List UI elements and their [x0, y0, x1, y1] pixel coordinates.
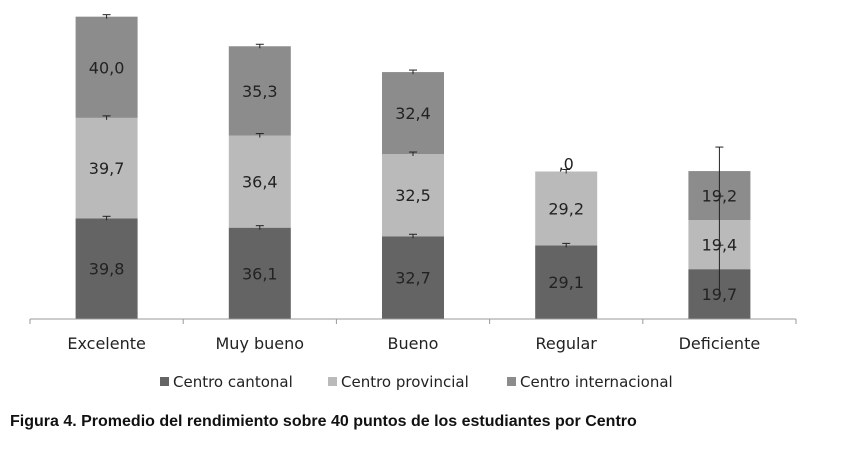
data-label: 32,4	[395, 104, 431, 123]
data-label: ,0	[559, 155, 574, 174]
bar-segment	[228, 135, 291, 228]
data-label: 39,7	[89, 159, 125, 178]
data-label: 36,1	[242, 264, 278, 283]
bar-segment	[382, 72, 444, 155]
data-label: 35,3	[242, 82, 278, 101]
data-label: 32,5	[395, 186, 431, 205]
data-label: 39,8	[89, 260, 125, 279]
data-label: 19,2	[702, 187, 738, 206]
legend-label: Centro internacional	[520, 373, 673, 391]
bar-segment	[382, 236, 444, 319]
data-label: 32,7	[395, 269, 431, 288]
data-label: 40,0	[89, 58, 125, 77]
legend-label: Centro provincial	[341, 373, 469, 391]
stacked-bar-chart: 39,8 39,7 40,0 36,1 36,4 35,3 32,7 32,5 32,4 29,1…	[29, 14, 797, 391]
bar-segment	[228, 46, 291, 136]
data-label: 19,7	[702, 285, 738, 304]
bar-segment	[75, 117, 138, 219]
data-labels-layer: 39,8 39,7 40,0 36,1 36,4 35,3 32,7 32,5 32,4 29,1…	[89, 58, 737, 304]
data-label: 36,4	[242, 173, 278, 192]
legend-swatch	[507, 377, 516, 386]
x-axis: Excelente Muy bueno Bueno Regular Deficiente	[29, 318, 797, 353]
legend-label: Centro cantonal	[173, 373, 293, 391]
data-label: 19,4	[702, 236, 738, 255]
bar-segment	[75, 16, 138, 118]
legend-swatch	[328, 377, 337, 386]
x-tick-label: Bueno	[388, 334, 439, 353]
x-tick-label: Muy bueno	[216, 334, 305, 353]
error-bars-layer	[102, 14, 724, 294]
data-label: 29,2	[548, 199, 584, 218]
data-label: 29,1	[548, 273, 584, 292]
bar-segment	[382, 154, 444, 237]
x-tick-label: Excelente	[67, 334, 145, 353]
bar-segment	[535, 171, 598, 246]
x-tick-label: Deficiente	[679, 334, 761, 353]
legend-swatch	[160, 377, 169, 386]
legend: Centro cantonal Centro provincial Centro i…	[160, 373, 673, 391]
bar-segment	[228, 227, 291, 319]
bar-segment	[535, 245, 598, 319]
figure-caption: Figura 4. Promedio del rendimiento sobre…	[10, 413, 637, 430]
x-tick-label: Regular	[536, 334, 598, 353]
bar-segment	[75, 218, 138, 319]
